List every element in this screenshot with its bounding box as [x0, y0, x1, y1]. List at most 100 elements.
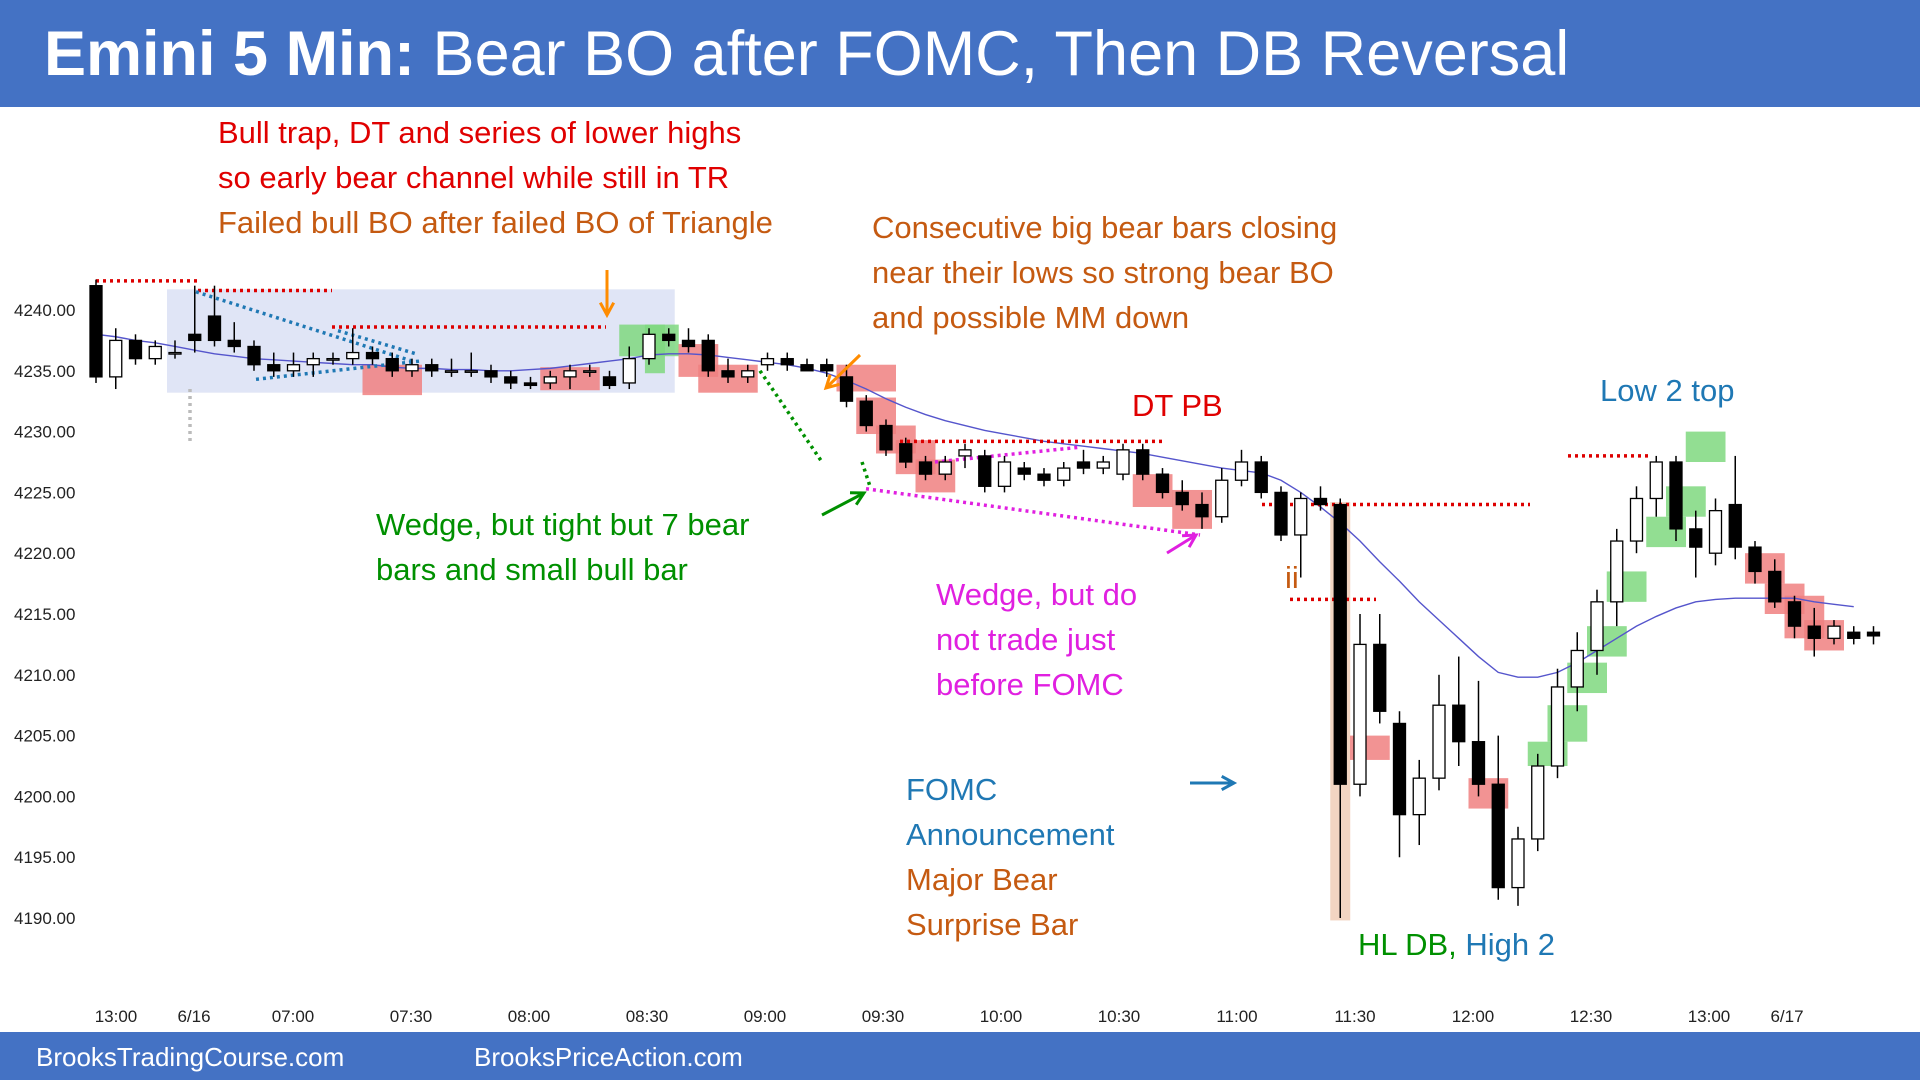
- bear-candle: [267, 364, 281, 372]
- x-tick-label: 08:30: [626, 1007, 669, 1026]
- x-tick-label: 12:00: [1452, 1007, 1495, 1026]
- arrow-consecutive-bear: [823, 353, 862, 391]
- y-tick-label: 4240.00: [14, 301, 75, 320]
- bull-highlight-box: [1685, 431, 1726, 462]
- wedge-line: [865, 487, 1201, 537]
- bull-candle: [405, 364, 419, 372]
- arrow-layer: [598, 270, 1238, 792]
- annotation-line: Failed bull BO after failed BO of Triang…: [218, 205, 773, 240]
- arrow-fomc: [1190, 774, 1238, 792]
- arrow-shaft: [821, 491, 865, 517]
- bear-candle: [859, 400, 873, 427]
- annotation-line: Consecutive big bear bars closing: [872, 210, 1338, 245]
- annotation-line: Bull trap, DT and series of lower highs: [218, 115, 742, 150]
- annotation-hl-db: HL DB, High 2: [1358, 922, 1555, 967]
- annotation-line: Announcement: [906, 817, 1115, 852]
- bear-candle: [839, 376, 854, 402]
- bull-candle: [1550, 686, 1565, 767]
- annotation-line: not trade just: [936, 622, 1116, 657]
- arrow-head: [1181, 533, 1199, 548]
- annotation-line: DT PB: [1132, 388, 1223, 423]
- y-tick-label: 4195.00: [14, 848, 75, 867]
- bear-candle: [820, 364, 834, 372]
- bull-candle: [1610, 540, 1624, 603]
- y-tick-label: 4205.00: [14, 727, 75, 746]
- y-tick-label: 4200.00: [14, 787, 75, 806]
- arrow-shaft: [1166, 533, 1197, 555]
- bull-candle: [1531, 765, 1545, 840]
- bull-candle: [1096, 461, 1110, 469]
- bear-candle: [1768, 570, 1782, 603]
- x-tick-label: 11:30: [1334, 1007, 1375, 1026]
- arrow-wedge-magenta: [1166, 533, 1199, 555]
- arrow-head: [598, 301, 616, 319]
- x-tick-label: 09:30: [862, 1007, 905, 1026]
- bull-candle: [1412, 777, 1426, 816]
- title-bold: Emini 5 Min:: [44, 19, 416, 89]
- bear-candle: [1471, 741, 1486, 785]
- bear-candle: [662, 333, 676, 342]
- bear-candle: [1787, 601, 1802, 627]
- bear-candle: [780, 357, 794, 366]
- bull-candle: [1294, 497, 1308, 536]
- x-tick-label: 10:00: [980, 1007, 1023, 1026]
- bear-candle: [385, 357, 399, 372]
- annotation-line: Wedge, but do: [936, 577, 1138, 612]
- x-tick-label: 13:00: [95, 1007, 138, 1026]
- bull-candle: [444, 370, 459, 373]
- bear-candle: [602, 376, 617, 387]
- arrow-wedge-green: [821, 491, 867, 517]
- annotation-line: near their lows so strong bear BO: [872, 255, 1334, 290]
- bear-candle: [1274, 491, 1288, 536]
- bear-candle: [504, 376, 518, 384]
- bear-candle: [879, 424, 893, 451]
- bull-candle: [543, 376, 557, 384]
- annotation-wedge-green: Wedge, but tight but 7 bear bars and sma…: [376, 502, 749, 592]
- bear-candle: [1847, 631, 1861, 639]
- y-tick-label: 4230.00: [14, 423, 75, 442]
- annotation-wedge-magenta: Wedge, but do not trade just before FOMC: [936, 572, 1137, 707]
- bear-candle: [1392, 722, 1407, 816]
- bear-candle: [899, 443, 913, 463]
- bull-candle: [622, 357, 636, 384]
- bear-candle: [1689, 528, 1703, 548]
- bull-candle: [1590, 601, 1604, 652]
- annotation-bull-trap: Bull trap, DT and series of lower highs …: [218, 110, 741, 200]
- bear-candle: [1017, 467, 1031, 475]
- chart-title: Emini 5 Min: Bear BO after FOMC, Then DB…: [44, 18, 1569, 90]
- bull-candle: [148, 345, 162, 360]
- bear-candle: [1155, 473, 1170, 494]
- bear-candle: [227, 339, 241, 348]
- bear-candle: [1807, 625, 1821, 639]
- bear-candle: [1254, 461, 1268, 494]
- bull-candle: [1629, 497, 1644, 542]
- bull-candle: [109, 339, 123, 378]
- annotation-line: before FOMC: [936, 667, 1124, 702]
- annotation-line: so early bear channel while still in TR: [218, 160, 730, 195]
- bear-candle: [1452, 704, 1466, 743]
- annotation-line: and possible MM down: [872, 300, 1190, 335]
- bull-candle: [1353, 643, 1367, 785]
- title-rest: Bear BO after FOMC, Then DB Reversal: [432, 19, 1570, 89]
- y-tick-label: 4220.00: [14, 544, 75, 563]
- bear-candle: [1037, 473, 1051, 481]
- bull-candle: [1827, 625, 1841, 639]
- annotation-high2-text: High 2: [1465, 927, 1556, 962]
- bear-candle: [1373, 643, 1387, 712]
- bar-layer: [89, 279, 1881, 918]
- bull-candle: [1649, 461, 1663, 500]
- y-tick-label: 4215.00: [14, 605, 75, 624]
- y-tick-label: 4235.00: [14, 362, 75, 381]
- bull-candle: [997, 461, 1012, 487]
- annotation-line: Major Bear: [906, 862, 1058, 897]
- bull-candle: [1116, 449, 1130, 475]
- bear-candle: [1195, 503, 1209, 518]
- arrow-head: [1220, 774, 1238, 792]
- bull-candle: [1570, 649, 1584, 688]
- annotation-line: Surprise Bar: [906, 907, 1079, 942]
- triangle-line: [195, 290, 413, 363]
- bull-candle: [286, 364, 301, 372]
- bull-candle: [168, 351, 182, 355]
- bull-candle: [583, 370, 597, 373]
